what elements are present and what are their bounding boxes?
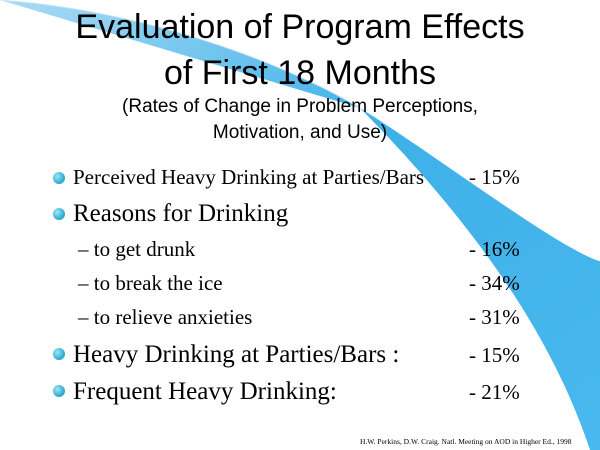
slide-subtitle-line-1: (Rates of Change in Problem Perceptions, <box>122 96 478 117</box>
item-heavy-drinking-value: - 15% <box>469 343 520 367</box>
bullet-dot-icon <box>53 172 65 184</box>
reason-relieve-anxieties-value: - 31% <box>469 305 520 329</box>
item-frequent-heavy-drinking-value: - 21% <box>469 380 520 404</box>
slide-title-line-1: Evaluation of Program Effects <box>75 8 525 46</box>
reason-relieve-anxieties-label: – to relieve anxieties <box>78 305 253 329</box>
reason-break-ice-label: – to break the ice <box>78 271 223 295</box>
item-perceived-heavy-drinking-value: - 15% <box>469 165 520 189</box>
bullet-dot-icon <box>53 348 65 360</box>
slide-subtitle-line-2: Motivation, and Use) <box>212 122 388 143</box>
item-heavy-drinking-label: Heavy Drinking at Parties/Bars : <box>73 341 400 368</box>
reason-break-ice-value: - 34% <box>469 271 520 295</box>
item-reasons-for-drinking-label: Reasons for Drinking <box>73 200 289 227</box>
reason-get-drunk-value: - 16% <box>469 237 520 261</box>
bullet-dot-icon <box>53 208 65 220</box>
reason-get-drunk-label: – to get drunk <box>78 237 196 261</box>
item-frequent-heavy-drinking-label: Frequent Heavy Drinking: <box>73 378 337 405</box>
bullet-dot-icon <box>53 385 65 397</box>
slide-title-line-2: of First 18 Months <box>163 54 437 92</box>
item-perceived-heavy-drinking-label: Perceived Heavy Drinking at Parties/Bars <box>73 165 425 189</box>
citation: H.W. Perkins, D.W. Craig. Natl. Meeting … <box>360 437 572 446</box>
